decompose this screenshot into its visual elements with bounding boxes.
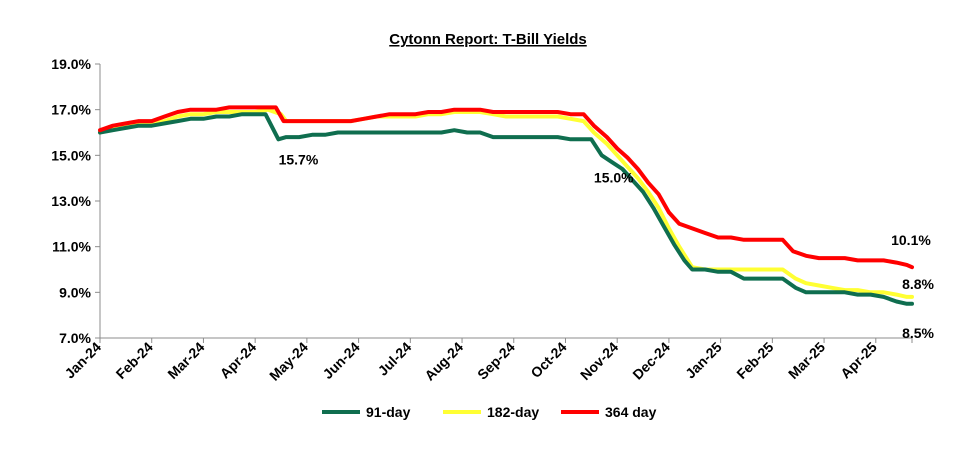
- y-tick-label: 13.0%: [51, 193, 91, 209]
- x-tick-label: Aug-24: [421, 339, 466, 384]
- value-annotation: 8.8%: [902, 276, 934, 292]
- legend: 91-day 182-day 364 day: [322, 404, 657, 420]
- series-line-364-day: [98, 105, 914, 270]
- series-line-182-day: [98, 107, 914, 299]
- series-lines: [98, 105, 914, 306]
- x-tick-label: Sep-24: [474, 339, 518, 383]
- x-tick-label: Jul-24: [375, 339, 415, 379]
- value-annotation: 15.0%: [594, 169, 634, 185]
- value-annotation: 10.1%: [891, 232, 931, 248]
- x-tick-label: Oct-24: [527, 339, 569, 381]
- x-tick-label: Dec-24: [629, 339, 673, 383]
- legend-label: 182-day: [487, 404, 539, 420]
- value-annotation: 15.7%: [279, 151, 319, 167]
- chart-title: Cytonn Report: T-Bill Yields: [389, 31, 587, 48]
- x-tick-label: Mar-25: [785, 339, 828, 382]
- x-tick-labels: Jan-24 Feb-24 Mar-24 Apr-24 May-24 Jun-24 Jul-…: [61, 338, 913, 384]
- x-tick-label: Feb-24: [113, 339, 156, 382]
- x-tick-label: Jan-25: [682, 339, 725, 382]
- x-tick-label: Apr-24: [217, 339, 260, 382]
- value-annotations: 15.7% 15.0% 10.1% 8.8% 8.5%: [279, 151, 935, 340]
- series-line-91-day: [98, 112, 914, 306]
- y-tick-labels: 7.0% 9.0% 11.0% 13.0% 15.0% 17.0% 19.0%: [51, 56, 100, 346]
- x-tick-label: Apr-25: [837, 339, 880, 382]
- y-tick-label: 19.0%: [51, 56, 91, 72]
- x-tick-label: Mar-24: [164, 339, 207, 382]
- legend-label: 91-day: [366, 404, 411, 420]
- y-tick-label: 15.0%: [51, 147, 91, 163]
- y-tick-label: 11.0%: [52, 239, 91, 255]
- x-tick-label: Nov-24: [577, 339, 621, 383]
- y-tick-label: 9.0%: [59, 284, 91, 300]
- x-tick-label: Jun-24: [319, 339, 362, 382]
- y-tick-label: 17.0%: [51, 102, 91, 118]
- y-tick-label: 7.0%: [59, 330, 91, 346]
- x-tick-label: May-24: [266, 339, 311, 384]
- legend-label: 364 day: [605, 404, 657, 420]
- x-tick-label: Feb-25: [733, 339, 776, 382]
- value-annotation: 8.5%: [902, 325, 934, 341]
